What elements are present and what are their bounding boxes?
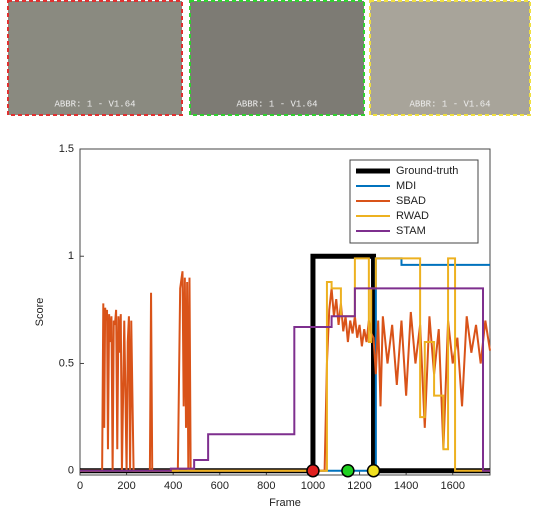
series-line	[80, 287, 490, 472]
thumbnail-caption: ABBR: 1 - V1.64	[236, 99, 317, 109]
x-tick-label: 1000	[301, 480, 325, 492]
legend-label: Ground-truth	[396, 165, 458, 177]
x-tick-label: 1200	[347, 480, 371, 492]
thumbnail	[7, 0, 183, 116]
x-tick-label: 600	[211, 480, 229, 492]
legend-label: SBAD	[396, 195, 426, 207]
x-tick-label: 200	[117, 480, 135, 492]
thumbnail	[369, 0, 531, 116]
legend-label: STAM	[396, 225, 426, 237]
x-tick-label: 0	[77, 480, 83, 492]
frame-marker	[306, 463, 320, 478]
y-tick-label: 1	[68, 250, 74, 262]
series-line	[80, 271, 491, 472]
y-tick-label: 1.5	[59, 143, 74, 155]
y-tick-label: 0	[68, 465, 74, 477]
series-line	[80, 257, 490, 472]
x-tick-label: 1400	[394, 480, 418, 492]
legend-label: RWAD	[396, 210, 429, 222]
x-tick-label: 800	[257, 480, 275, 492]
y-tick-label: 0.5	[59, 357, 74, 369]
thumbnail-caption: ABBR: 1 - V1.64	[409, 99, 490, 109]
x-tick-label: 1600	[440, 480, 464, 492]
legend-label: MDI	[396, 180, 416, 192]
y-axis-label: Score	[34, 298, 46, 327]
x-tick-label: 400	[164, 480, 182, 492]
frame-marker	[341, 463, 355, 478]
thumbnail	[189, 0, 365, 116]
x-axis-label: Frame	[269, 497, 301, 509]
thumbnail-caption: ABBR: 1 - V1.64	[54, 99, 135, 109]
frame-marker	[366, 463, 381, 478]
